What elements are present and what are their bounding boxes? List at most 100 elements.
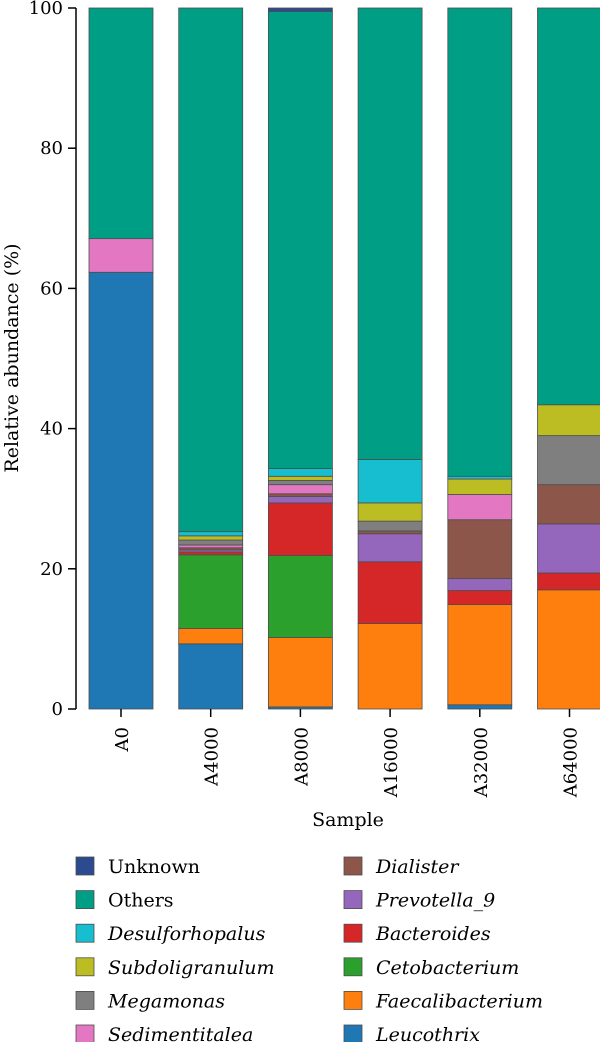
bar-segment-A8000-prevotella-9 [267, 496, 333, 504]
legend-label: Sedimentitalea [108, 1024, 253, 1042]
legend-label: Prevotella_9 [375, 890, 495, 912]
legend-label: Cetobacterium [376, 957, 519, 979]
bar-segment-A0-sedimentitalea [88, 238, 154, 273]
legend-label: Megamonas [107, 990, 225, 1012]
bar-segment-A16000-bacteroides [357, 561, 423, 624]
bar-segment-A64000-faecalibacterium [537, 589, 600, 710]
bar-segment-A32000-leucothrix [447, 704, 513, 710]
bar-segment-A4000-faecalibacterium [178, 627, 244, 645]
bar-segment-A32000-subdoligranulum [447, 478, 513, 495]
legend-swatch [75, 923, 95, 943]
bar-segment-A64000-bacteroides [537, 572, 600, 591]
x-tick-label-A0: A0 [112, 727, 133, 752]
bar-segment-A32000-others [447, 7, 513, 477]
legend-item-sedimentitalea: Sedimentitalea [75, 1024, 253, 1042]
legend-item-bacteroides: Bacteroides [343, 923, 491, 945]
bar-segment-A4000-cetobacterium [178, 554, 244, 629]
bar-segment-A16000-subdoligranulum [357, 502, 423, 522]
bars-group [88, 7, 600, 710]
legend-swatch [343, 1024, 363, 1042]
legend-label: Leucothrix [375, 1024, 480, 1042]
legend-item-desulforhopalus: Desulforhopalus [75, 923, 266, 945]
legend-swatch [75, 1024, 95, 1042]
bar-segment-A0-leucothrix [88, 271, 154, 710]
x-tick-label-A64000: A64000 [561, 727, 582, 798]
bar-segment-A64000-others [537, 7, 600, 406]
bar-segment-A8000-cetobacterium [267, 555, 333, 638]
legend-swatch [343, 923, 363, 943]
x-tick-label-A4000: A4000 [202, 727, 223, 787]
legend-label: Bacteroides [375, 923, 491, 945]
legend-swatch [343, 856, 363, 876]
legend: Unknown Others Desulforhopalus Subdoligranu… [75, 856, 543, 1042]
y-tick-label: 60 [40, 278, 63, 299]
bar-segment-A16000-desulforhopalus [357, 459, 423, 504]
bar-segment-A64000-megamonas [537, 435, 600, 486]
legend-swatch [343, 957, 363, 977]
bar-segment-A8000-subdoligranulum [267, 475, 333, 481]
legend-item-subdoligranulum: Subdoligranulum [75, 957, 275, 979]
y-axis-title: Relative abundance (%) [1, 243, 23, 472]
legend-label: Faecalibacterium [375, 990, 543, 1012]
bar-segment-A32000-faecalibacterium [447, 604, 513, 706]
bar-segment-A64000-dialister [537, 484, 600, 525]
bar-segment-A32000-dialister [447, 519, 513, 580]
legend-item-others: Others [75, 890, 174, 912]
bar-segment-A64000-subdoligranulum [537, 404, 600, 437]
x-axis: A0 A4000 A8000 A16000 A32000 A64000 [112, 709, 582, 798]
bar-segment-A16000-dialister [357, 530, 423, 535]
bar-segment-A4000-sedimentitalea [178, 544, 244, 549]
bar-segment-A16000-others [357, 7, 423, 460]
x-tick-label-A8000: A8000 [291, 727, 312, 787]
legend-item-unknown: Unknown [75, 856, 200, 878]
bar-segment-A32000-sedimentitalea [447, 494, 513, 521]
legend-item-dialister: Dialister [343, 856, 460, 878]
legend-swatch [343, 890, 363, 909]
bar-segment-A32000-prevotella-9 [447, 578, 513, 591]
legend-label: Subdoligranulum [108, 957, 275, 979]
legend-swatch [75, 856, 95, 876]
bar-segment-A4000-megamonas [178, 539, 244, 546]
bar-segment-A8000-desulforhopalus [267, 468, 333, 477]
bar-segment-A4000-desulforhopalus [178, 531, 244, 537]
legend-swatch [75, 957, 95, 977]
x-tick-label-A32000: A32000 [471, 727, 492, 798]
y-tick-label: 40 [40, 419, 63, 440]
legend-swatch [75, 991, 95, 1010]
legend-label: Desulforhopalus [107, 923, 266, 945]
legend-label: Unknown [108, 856, 200, 878]
bar-segment-A4000-others [178, 7, 244, 533]
legend-item-cetobacterium: Cetobacterium [343, 957, 519, 979]
x-tick-label-A16000: A16000 [381, 727, 402, 798]
bar-segment-A32000-bacteroides [447, 590, 513, 605]
legend-label: Dialister [375, 856, 460, 878]
y-axis: 0 20 40 60 80 100 [29, 0, 77, 720]
legend-item-faecalibacterium: Faecalibacterium [343, 990, 543, 1012]
bar-segment-A8000-sedimentitalea [267, 484, 333, 495]
bar-segment-A0-others [88, 7, 154, 240]
y-tick-label: 80 [40, 138, 63, 159]
bar-segment-A8000-megamonas [267, 480, 333, 486]
bar-segment-A8000-dialister [267, 493, 333, 497]
y-tick-label: 100 [29, 0, 63, 19]
bar-segment-A8000-others [267, 11, 333, 469]
y-tick-label: 20 [40, 559, 63, 580]
bar-segment-A8000-unknown [267, 7, 333, 12]
bar-segment-A16000-megamonas [357, 520, 423, 532]
bar-segment-A16000-prevotella-9 [357, 533, 423, 563]
legend-swatch [343, 991, 363, 1010]
legend-item-prevotella-9: Prevotella_9 [343, 890, 495, 912]
bar-segment-A32000-desulforhopalus [447, 475, 513, 480]
legend-swatch [75, 890, 95, 909]
bar-segment-A4000-subdoligranulum [178, 535, 244, 541]
y-tick-label: 0 [52, 699, 63, 720]
bar-segment-A64000-prevotella-9 [537, 523, 600, 574]
x-axis-title: Sample [312, 809, 384, 831]
bar-segment-A8000-bacteroides [267, 502, 333, 556]
bar-segment-A16000-faecalibacterium [357, 623, 423, 710]
legend-label: Others [108, 890, 174, 912]
legend-item-megamonas: Megamonas [75, 990, 225, 1012]
bar-segment-A4000-bacteroides [178, 551, 244, 556]
legend-item-leucothrix: Leucothrix [343, 1024, 480, 1042]
